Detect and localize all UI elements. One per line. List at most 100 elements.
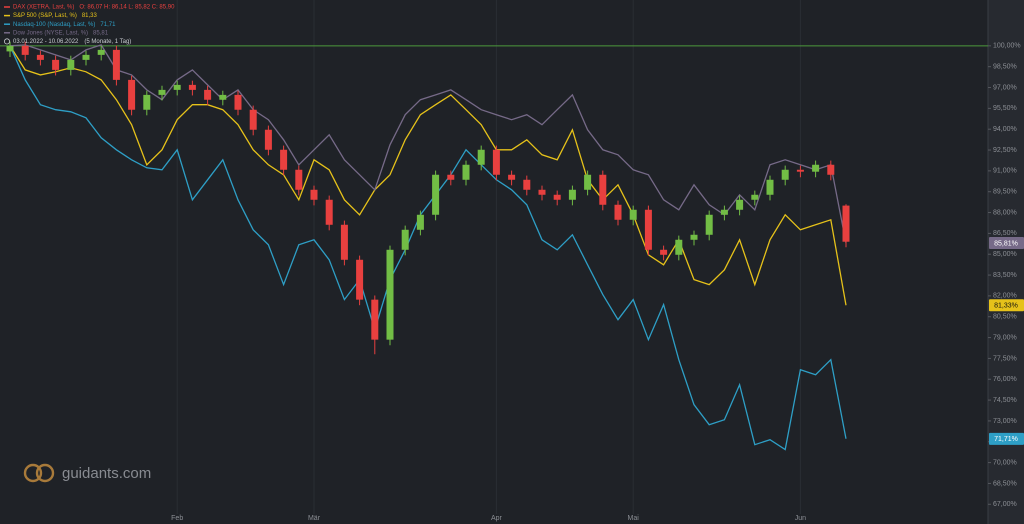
candle-body <box>736 199 744 210</box>
clock-icon <box>4 38 10 45</box>
candle-body <box>204 89 212 100</box>
y-tick-label: 80,50% <box>993 314 1017 321</box>
y-tick-label: 94,00% <box>993 126 1017 133</box>
brand: guidants.com <box>62 465 151 482</box>
interval: (5 Monate, 1 Tag) <box>84 39 131 45</box>
candle-body <box>371 299 379 340</box>
candle-body <box>356 259 364 300</box>
y-tick-label: 92,50% <box>993 147 1017 154</box>
y-tick-label: 79,00% <box>993 334 1017 341</box>
candle-body <box>462 164 470 180</box>
legend-label: Nasdaq-100 (Nasdaq, Last, %) <box>13 22 95 28</box>
legend-label: DAX (XETRA, Last, %) <box>13 5 74 11</box>
candle-body <box>796 169 804 172</box>
candle-body <box>644 209 652 250</box>
date-range: 03.01.2022 - 10.06.2022 <box>13 39 79 45</box>
candle-body <box>812 164 820 172</box>
candle-body <box>675 239 683 255</box>
candle-body <box>264 129 272 150</box>
candle-body <box>629 209 637 220</box>
price-tag <box>989 432 1024 445</box>
candle-body <box>508 174 516 180</box>
legend-value: 81,33 <box>82 13 98 19</box>
y-tick-label: 89,50% <box>993 189 1017 196</box>
candle-body <box>340 224 348 260</box>
legend-value: O: 86,07 H: 86,14 L: 85,82 C: 85,90 <box>79 5 175 11</box>
candle-body <box>21 45 29 55</box>
candle-body <box>751 194 759 200</box>
y-tick-label: 67,00% <box>993 501 1017 508</box>
candle-body <box>432 174 440 215</box>
y-tick-label: 74,50% <box>993 397 1017 404</box>
candle-body <box>249 109 257 130</box>
plot-background <box>0 0 988 524</box>
candle-body <box>219 94 227 100</box>
candle-body <box>584 174 592 190</box>
candle-body <box>766 179 774 195</box>
candle-body <box>188 84 196 90</box>
legend-value: 85,81 <box>93 30 109 36</box>
candle-body <box>112 49 120 80</box>
y-tick-label: 88,00% <box>993 209 1017 216</box>
y-tick-label: 77,50% <box>993 355 1017 362</box>
watermark: guidants.com <box>23 463 151 483</box>
candle-body <box>447 174 455 180</box>
x-tick-label: Feb <box>171 515 183 522</box>
candle-body <box>827 164 835 175</box>
candle-body <box>280 149 288 170</box>
candle-body <box>386 249 394 340</box>
legend-value: 71,71 <box>100 22 116 28</box>
price-tag-label: 85,81% <box>994 240 1018 247</box>
x-tick-label: Jun <box>795 515 806 522</box>
candle-body <box>310 189 318 200</box>
price-tag <box>989 236 1024 249</box>
marks <box>6 41 850 451</box>
candle-body <box>599 174 607 205</box>
candle-body <box>82 54 90 60</box>
price-tag-label: 71,71% <box>994 436 1018 443</box>
candle-body <box>690 234 698 240</box>
candle-body <box>568 189 576 200</box>
y-tick-label: 70,00% <box>993 459 1017 466</box>
y-tick-label: 85,00% <box>993 251 1017 258</box>
candle-body <box>295 169 303 190</box>
line-series <box>9 45 847 306</box>
candle-body <box>538 189 546 195</box>
y-tick-label: 76,00% <box>993 376 1017 383</box>
candle-body <box>325 199 333 225</box>
candle-body <box>234 94 242 110</box>
candle-body <box>52 59 60 70</box>
candle-body <box>6 45 14 52</box>
axes: 100,00% 98,50% 97,00% 95,50% 94,00% 92,50% 91,… <box>171 43 1024 522</box>
y-tick-label: 95,50% <box>993 105 1017 112</box>
candle-body <box>158 89 166 95</box>
candle-body <box>614 204 622 220</box>
candle-body <box>720 209 728 215</box>
candle-body <box>477 149 485 165</box>
candle-body <box>36 54 44 60</box>
legend-label: Dow Jones (NYSE, Last, %) <box>13 30 88 36</box>
candle-body <box>523 179 531 190</box>
line-series <box>9 45 847 451</box>
candle-body <box>842 205 850 242</box>
candle-body <box>553 194 561 200</box>
candle-body <box>660 249 668 255</box>
x-tick-label: Mai <box>628 515 640 522</box>
candle-body <box>128 79 136 110</box>
y-tick-label: 73,00% <box>993 418 1017 425</box>
y-tick-label: 68,50% <box>993 480 1017 487</box>
candle-body <box>97 49 105 55</box>
candle-body <box>67 59 75 70</box>
logo-ring <box>35 463 55 483</box>
candle-body <box>173 84 181 90</box>
y-tick-label: 86,50% <box>993 230 1017 237</box>
x-tick-label: Mär <box>308 515 321 522</box>
legend-label: S&P 500 (S&P, Last, %) <box>13 13 77 19</box>
candle-body <box>492 149 500 175</box>
candle-body <box>416 214 424 230</box>
candle-body <box>401 229 409 250</box>
candle-body <box>705 214 713 235</box>
y-tick-label: 82,00% <box>993 293 1017 300</box>
